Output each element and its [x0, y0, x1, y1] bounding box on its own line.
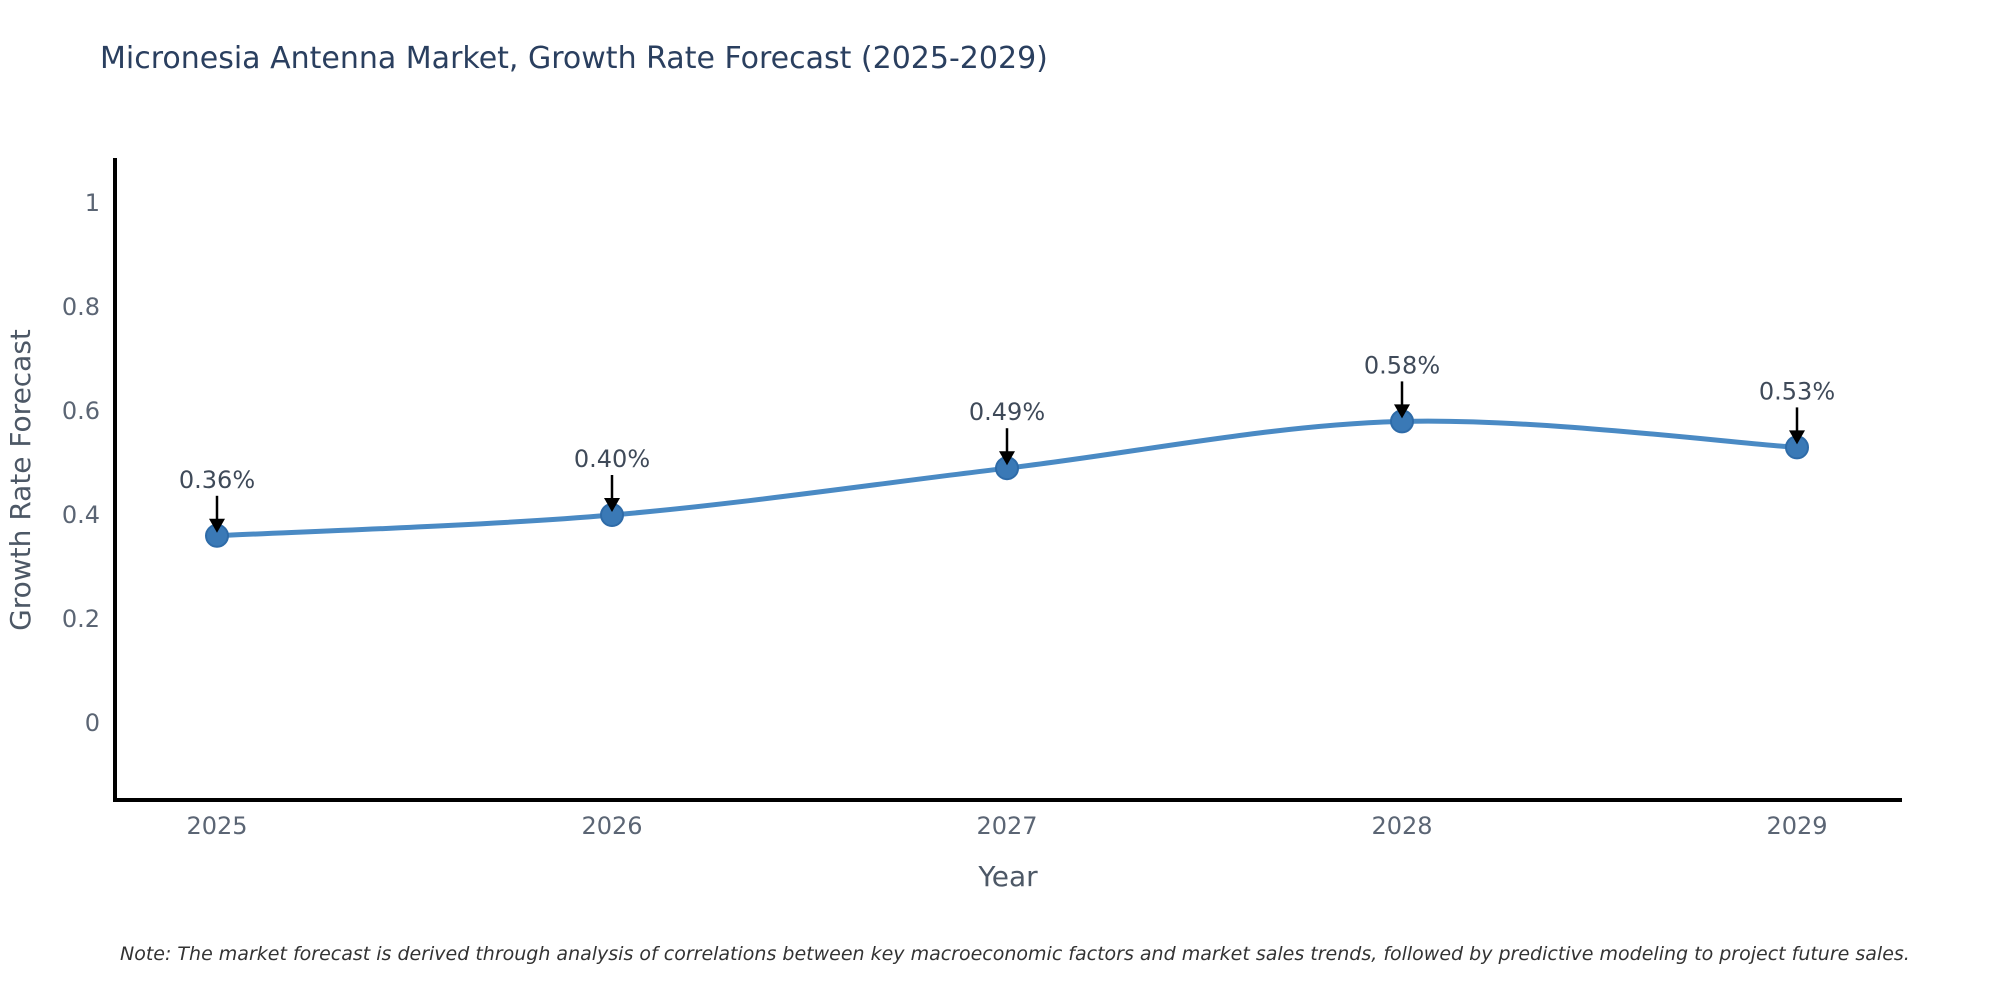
point-value-annotations: 0.36% 0.40% 0.49% 0.58% 0.53% [179, 351, 1835, 533]
x-tick-label: 2028 [1371, 812, 1432, 840]
point-value-label: 0.49% [969, 398, 1045, 426]
annotation-arrowhead [1394, 404, 1410, 419]
point-annotation: 0.49% [969, 398, 1045, 466]
point-value-label: 0.53% [1759, 377, 1835, 405]
annotation-arrowhead [604, 498, 620, 512]
x-tick-label: 2027 [976, 812, 1037, 840]
x-tick-label: 2025 [186, 812, 247, 840]
footnote: Note: The market forecast is derived thr… [120, 943, 1910, 965]
annotation-arrowhead [209, 518, 225, 533]
y-axis-tick-labels: 0 0.2 0.4 0.6 0.8 1 [62, 189, 100, 737]
y-tick-label: 1 [85, 189, 100, 217]
point-annotation: 0.58% [1364, 351, 1440, 419]
y-tick-label: 0.4 [62, 501, 100, 529]
point-annotation: 0.36% [179, 466, 255, 533]
y-tick-label: 0.6 [62, 397, 100, 425]
y-tick-label: 0 [85, 709, 100, 737]
chart-title: Micronesia Antenna Market, Growth Rate F… [100, 41, 1048, 76]
annotation-arrowhead [1789, 430, 1805, 445]
point-annotation: 0.53% [1759, 377, 1835, 445]
x-axis-tick-labels: 2025 2026 2027 2028 2029 [186, 812, 1827, 840]
point-annotation: 0.40% [574, 445, 650, 512]
point-value-label: 0.40% [574, 445, 650, 473]
axes-frame [113, 158, 1902, 802]
annotation-arrowhead [999, 451, 1015, 466]
y-tick-label: 0.8 [62, 293, 100, 321]
x-tick-label: 2026 [581, 812, 642, 840]
y-tick-label: 0.2 [62, 605, 100, 633]
point-value-label: 0.58% [1364, 351, 1440, 379]
x-axis-title: Year [977, 860, 1038, 893]
point-value-label: 0.36% [179, 466, 255, 494]
y-axis-title: Growth Rate Forecast [4, 329, 37, 631]
x-tick-label: 2029 [1766, 812, 1827, 840]
